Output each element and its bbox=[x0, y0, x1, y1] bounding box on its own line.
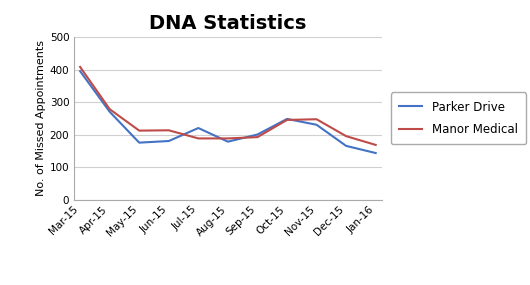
Line: Manor Medical: Manor Medical bbox=[80, 67, 376, 145]
Parker Drive bbox=[225, 140, 231, 143]
Parker Drive bbox=[254, 133, 261, 136]
Parker Drive bbox=[136, 141, 143, 144]
Y-axis label: No. of Missed Appointments: No. of Missed Appointments bbox=[36, 40, 46, 196]
Manor Medical bbox=[284, 118, 290, 122]
Manor Medical bbox=[343, 135, 349, 138]
Parker Drive bbox=[343, 144, 349, 148]
Parker Drive bbox=[284, 117, 290, 121]
Parker Drive bbox=[313, 123, 320, 127]
Parker Drive bbox=[77, 70, 83, 73]
Manor Medical bbox=[107, 107, 113, 111]
Manor Medical bbox=[373, 143, 379, 146]
Parker Drive bbox=[373, 151, 379, 155]
Manor Medical bbox=[77, 65, 83, 69]
Manor Medical bbox=[195, 137, 201, 140]
Manor Medical bbox=[313, 117, 320, 121]
Manor Medical bbox=[225, 137, 231, 140]
Manor Medical bbox=[165, 129, 172, 132]
Parker Drive bbox=[107, 110, 113, 113]
Parker Drive bbox=[195, 126, 201, 130]
Line: Parker Drive: Parker Drive bbox=[80, 71, 376, 153]
Parker Drive bbox=[165, 139, 172, 143]
Title: DNA Statistics: DNA Statistics bbox=[149, 14, 306, 33]
Manor Medical bbox=[136, 129, 143, 132]
Legend: Parker Drive, Manor Medical: Parker Drive, Manor Medical bbox=[391, 92, 526, 144]
Manor Medical bbox=[254, 135, 261, 139]
